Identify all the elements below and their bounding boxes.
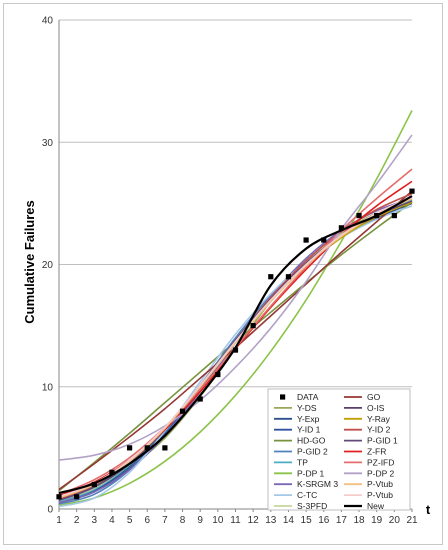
data-point xyxy=(197,396,203,402)
data-point xyxy=(285,274,292,280)
legend-label-o-is: O-IS xyxy=(367,403,385,413)
data-point xyxy=(74,494,80,500)
x-tick-label-5: 5 xyxy=(127,515,133,526)
y-axis-label: Cumulative Failures xyxy=(22,200,37,324)
x-tick-label-13: 13 xyxy=(265,515,277,526)
legend-label-data: DATA xyxy=(297,392,319,402)
legend-label-hd-go: HD-GO xyxy=(297,436,326,446)
x-tick-label-17: 17 xyxy=(336,515,348,526)
x-tick-label-11: 11 xyxy=(230,515,241,526)
x-tick-label-14: 14 xyxy=(283,515,295,526)
data-point xyxy=(321,237,327,243)
series-line-p-vtub xyxy=(58,196,413,498)
y-tick-label-10: 10 xyxy=(42,382,54,393)
x-tick-label-7: 7 xyxy=(162,515,168,526)
x-axis-label: t xyxy=(426,502,431,517)
y-tick-label-40: 40 xyxy=(42,16,54,27)
x-tick-label-1: 1 xyxy=(56,515,62,526)
x-tick-label-2: 2 xyxy=(74,515,80,526)
legend-label-y-id-2: Y-ID 2 xyxy=(367,425,391,435)
legend-label-pz-ifd: PZ-IFD xyxy=(367,457,394,467)
legend-label-k-srgm-3: K-SRGM 3 xyxy=(297,479,338,489)
data-points xyxy=(56,188,415,500)
series-line-p-dp-2 xyxy=(58,134,413,461)
legend-label-go: GO xyxy=(367,392,381,402)
legend-label-p-gid-1: P-GID 1 xyxy=(367,436,398,446)
legend-label-y-ds: Y-DS xyxy=(297,403,317,413)
data-point xyxy=(303,237,309,243)
legend-label-z-fr: Z-FR xyxy=(367,447,386,457)
data-point xyxy=(56,494,62,500)
x-tick-label-20: 20 xyxy=(389,515,401,526)
legend-label-p-dp-1: P-DP 1 xyxy=(297,468,325,478)
data-point xyxy=(109,469,115,475)
legend-label-p-vtub: P-Vtub xyxy=(367,490,393,500)
x-tick-label-18: 18 xyxy=(353,515,365,526)
legend-label-y-id-1: Y-ID 1 xyxy=(297,425,321,435)
x-tick-label-9: 9 xyxy=(197,515,203,526)
legend-label-y-ray: Y-Ray xyxy=(367,414,391,424)
data-point xyxy=(232,347,239,353)
x-tick-label-15: 15 xyxy=(301,515,313,526)
data-point xyxy=(268,274,274,280)
x-tick-label-16: 16 xyxy=(318,515,330,526)
y-tick-label-30: 30 xyxy=(42,138,54,149)
data-point xyxy=(250,323,256,329)
data-point xyxy=(144,445,150,451)
data-point xyxy=(91,481,97,488)
legend-label-p-gid-2: P-GID 2 xyxy=(297,447,328,457)
legend-label-s-3pfd: S-3PFD xyxy=(297,501,327,511)
legend-marker-data xyxy=(280,394,286,400)
grid-lines xyxy=(59,19,412,388)
x-tick-label-12: 12 xyxy=(248,515,260,526)
data-point xyxy=(374,213,380,219)
data-point xyxy=(162,445,168,451)
y-tick-label-20: 20 xyxy=(42,260,54,271)
data-point xyxy=(356,213,362,219)
x-tick-label-10: 10 xyxy=(212,515,224,526)
data-point xyxy=(179,408,186,414)
x-tick-label-4: 4 xyxy=(109,515,115,526)
legend-label-tp: TP xyxy=(297,457,308,467)
x-tick-label-19: 19 xyxy=(371,515,383,526)
legend-label-p-vtub: P-Vtub xyxy=(367,479,393,489)
data-point xyxy=(338,225,344,231)
y-tick-label-0: 0 xyxy=(47,505,53,516)
data-point xyxy=(391,213,397,219)
legend-box xyxy=(267,388,411,511)
x-tick-label-3: 3 xyxy=(92,515,98,526)
legend-label-new: New xyxy=(367,501,385,511)
data-point xyxy=(127,445,133,451)
legend-label-c-tc: C-TC xyxy=(297,490,317,500)
x-tick-label-6: 6 xyxy=(144,515,150,526)
data-point xyxy=(409,188,415,194)
x-tick-label-21: 21 xyxy=(406,515,418,526)
x-tick-label-8: 8 xyxy=(180,515,186,526)
legend-label-p-dp-2: P-DP 2 xyxy=(367,468,395,478)
legend-label-y-exp: Y-Exp xyxy=(297,414,320,424)
data-point xyxy=(215,371,221,378)
